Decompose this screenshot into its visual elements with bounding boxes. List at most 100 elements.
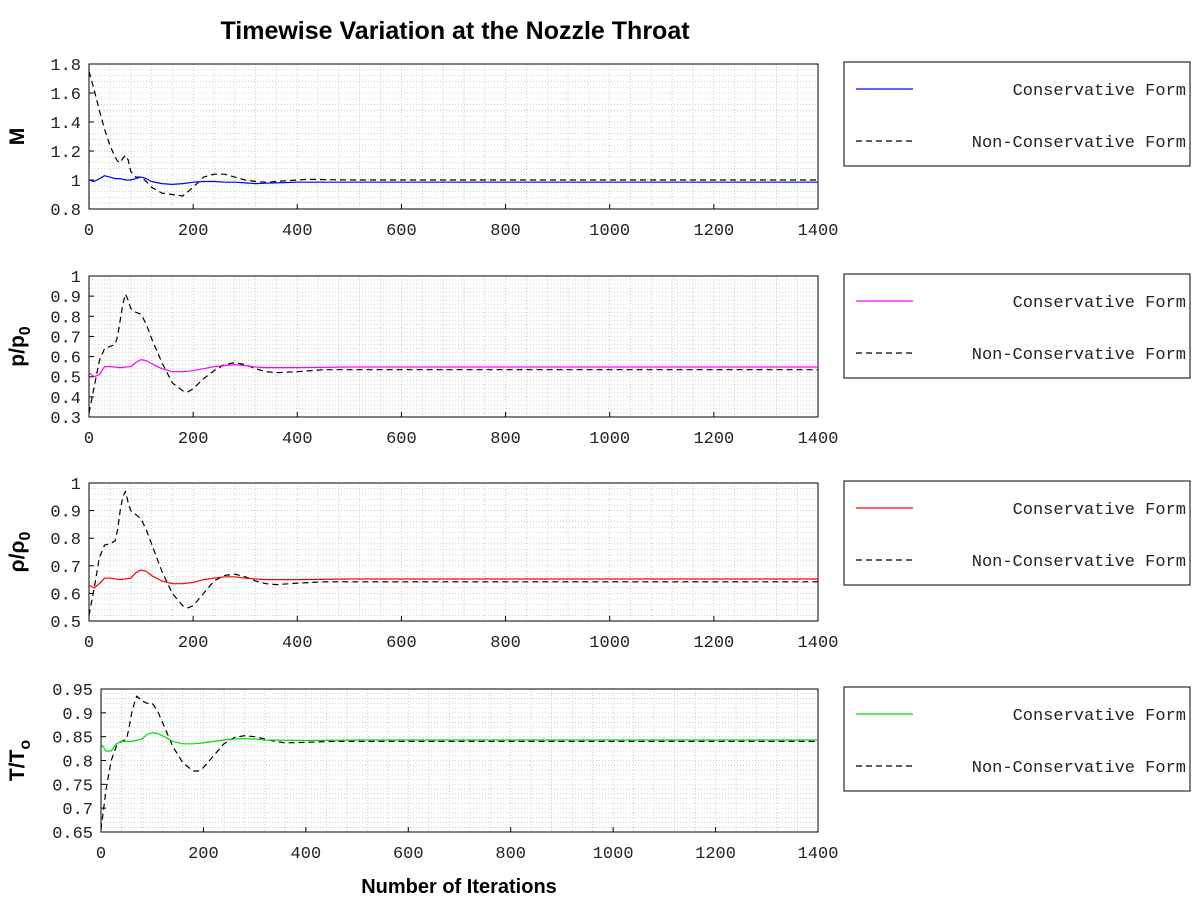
plot-area <box>88 63 819 210</box>
legend: Conservative Form Non-Conservative Form <box>843 61 1191 167</box>
y-tick-label: 0.7 <box>62 801 93 820</box>
y-axis-label: ρ/ρ0 <box>6 532 34 573</box>
y-axis-label-subscript: 0 <box>17 326 34 335</box>
x-tick-label: 1400 <box>798 845 839 864</box>
legend-label: Conservative Form <box>1013 294 1186 313</box>
x-tick-label: 800 <box>490 430 521 449</box>
legend-box <box>843 480 1191 586</box>
legend: Conservative Form Non-Conservative Form <box>843 480 1191 586</box>
y-axis-label-subscript: 0 <box>17 532 34 541</box>
y-tick-label: 0.8 <box>50 309 81 328</box>
y-tick-label: 0.6 <box>50 350 81 369</box>
series-line-conservative <box>101 732 818 752</box>
y-tick-label: 0.8 <box>50 202 81 221</box>
plot-area <box>88 482 819 622</box>
y-axis-label: M <box>6 128 29 146</box>
x-tick-label: 600 <box>386 222 417 241</box>
legend-box <box>843 61 1191 167</box>
y-tick-label: 1.4 <box>50 115 81 134</box>
y-tick-label: 0.7 <box>50 329 81 348</box>
x-tick-label: 600 <box>386 634 417 653</box>
x-axis-label: Number of Iterations <box>361 876 557 898</box>
x-tick-label: 1200 <box>693 634 734 653</box>
series-line-conservative <box>89 569 818 589</box>
legend-label: Non-Conservative Form <box>972 553 1186 572</box>
y-tick-label: 1.6 <box>50 86 81 105</box>
x-tick-label: 0 <box>96 845 106 864</box>
y-tick-label: 0.65 <box>52 825 93 844</box>
legend-label: Non-Conservative Form <box>972 134 1186 153</box>
legend: Conservative Form Non-Conservative Form <box>843 273 1191 379</box>
x-tick-label: 0 <box>84 222 94 241</box>
y-tick-label: 0.8 <box>62 754 93 773</box>
x-tick-label: 200 <box>178 634 209 653</box>
series-line-non-conservative <box>101 695 818 830</box>
y-tick-label: 0.9 <box>50 289 81 308</box>
y-tick-label: 1.8 <box>50 57 81 76</box>
series-line-non-conservative <box>89 71 818 197</box>
x-tick-label: 1200 <box>695 845 736 864</box>
x-tick-label: 800 <box>495 845 526 864</box>
y-axis-label-subscript: o <box>17 740 34 750</box>
x-tick-label: 0 <box>84 634 94 653</box>
y-axis-label-main: p/p <box>6 335 29 367</box>
y-tick-label: 0.85 <box>52 730 93 749</box>
y-tick-label: 0.9 <box>50 504 81 523</box>
y-tick-label: 0.9 <box>62 706 93 725</box>
legend-label: Non-Conservative Form <box>972 759 1186 778</box>
x-tick-label: 1000 <box>589 430 630 449</box>
y-tick-label: 1 <box>71 173 81 192</box>
x-tick-label: 800 <box>490 634 521 653</box>
y-tick-label: 0.5 <box>50 370 81 389</box>
x-tick-label: 1400 <box>798 634 839 653</box>
legend-label: Conservative Form <box>1013 82 1186 101</box>
x-tick-label: 1200 <box>693 430 734 449</box>
legend-box <box>843 273 1191 379</box>
series-line-conservative <box>89 175 818 185</box>
x-tick-label: 600 <box>386 430 417 449</box>
x-tick-label: 200 <box>178 430 209 449</box>
y-axis-label: p/p0 <box>6 326 34 367</box>
x-tick-label: 1000 <box>589 634 630 653</box>
series-line-non-conservative <box>89 293 818 414</box>
x-tick-label: 1000 <box>593 845 634 864</box>
x-tick-label: 400 <box>282 430 313 449</box>
legend-box <box>843 686 1191 792</box>
plot-area <box>88 275 819 418</box>
y-tick-label: 1 <box>71 476 81 495</box>
y-tick-label: 0.7 <box>50 559 81 578</box>
x-tick-label: 1200 <box>693 222 734 241</box>
x-tick-label: 600 <box>393 845 424 864</box>
chart-panel-2: 0 200 400 600 800 1000 1200 1400 0.30.40.50.6 0.7… <box>6 269 1191 449</box>
y-tick-label: 0.3 <box>50 410 81 429</box>
chart-panel-1: 0 200 400 600 800 1000 1200 1400 0.8 1 1.2 1.4 1.6 1.… <box>6 57 1191 241</box>
y-tick-label: 0.75 <box>52 777 93 796</box>
x-tick-label: 200 <box>188 845 219 864</box>
y-axis-label-main: M <box>6 128 29 146</box>
x-tick-label: 400 <box>282 634 313 653</box>
y-axis-label-main: T/T <box>6 749 29 781</box>
y-tick-label: 1 <box>71 269 81 288</box>
y-axis-label-main: ρ/ρ <box>6 541 29 573</box>
x-tick-label: 800 <box>490 222 521 241</box>
x-tick-label: 1400 <box>798 430 839 449</box>
chart-panel-4: 0 200 400 600 800 1000 1200 1400 0.65 0.7 0.75 0.8 0… <box>6 682 1191 864</box>
y-axis-label: T/To <box>6 740 34 782</box>
x-tick-label: 200 <box>178 222 209 241</box>
series-line-conservative <box>89 359 818 378</box>
y-tick-label: 1.2 <box>50 144 81 163</box>
chart-panel-3: 0 200 400 600 800 1000 1200 1400 0.5 0.6 0.7 0.8 0.9… <box>6 476 1191 653</box>
figure-title: Timewise Variation at the Nozzle Throat <box>220 17 690 45</box>
series-line-non-conservative <box>89 490 818 616</box>
x-tick-label: 0 <box>84 430 94 449</box>
y-tick-label: 0.4 <box>50 390 81 409</box>
x-tick-label: 400 <box>282 222 313 241</box>
y-tick-label: 0.5 <box>50 614 81 633</box>
x-tick-label: 1400 <box>798 222 839 241</box>
legend-label: Non-Conservative Form <box>972 346 1186 365</box>
y-tick-label: 0.6 <box>50 586 81 605</box>
legend-label: Conservative Form <box>1013 707 1186 726</box>
x-tick-label: 400 <box>291 845 322 864</box>
legend-label: Conservative Form <box>1013 501 1186 520</box>
